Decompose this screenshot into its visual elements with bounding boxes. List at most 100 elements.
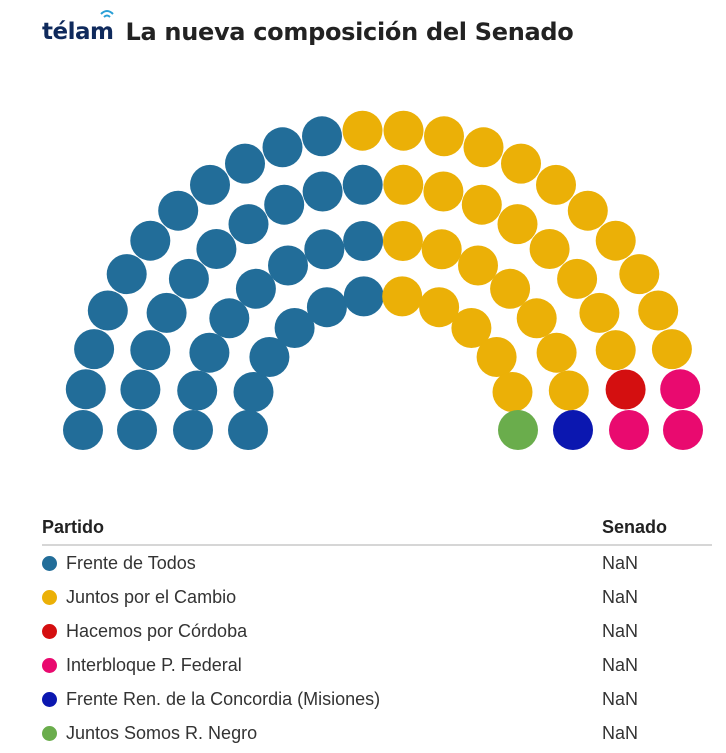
seat-value: NaN — [602, 688, 639, 709]
signal-icon — [100, 10, 115, 18]
seat-dot — [492, 372, 533, 412]
legend-table: Partido Senado Frente de Todos NaN Juntos … — [42, 510, 712, 750]
seat-dot — [383, 164, 424, 205]
seat-dot — [382, 221, 423, 261]
party-color-dot — [42, 657, 57, 673]
seat-dot — [463, 127, 504, 168]
seat-dot — [579, 292, 620, 333]
seat-dot — [235, 268, 276, 309]
table-row: Interbloque P. Federal NaN — [42, 648, 712, 682]
seat-dot — [130, 220, 171, 261]
party-color-dot — [42, 725, 57, 741]
seat-dot — [548, 370, 589, 411]
party-name: Frente de Todos — [66, 552, 196, 573]
seat-dot — [595, 330, 636, 371]
party-name: Hacemos por Córdoba — [66, 620, 248, 641]
table-row: Juntos por el Cambio NaN — [42, 580, 712, 614]
seat-dot — [638, 290, 679, 331]
seat-dot — [65, 369, 106, 410]
table-header: Partido Senado — [42, 510, 712, 546]
seat-dot — [74, 329, 115, 370]
seat-dot — [609, 410, 649, 450]
seat-dot — [173, 410, 213, 450]
seat-dot — [342, 164, 383, 205]
table-row: Frente de Todos NaN — [42, 546, 712, 580]
seat-dot — [63, 410, 103, 450]
seat-dot — [106, 254, 147, 295]
party-name: Juntos Somos R. Negro — [66, 722, 258, 743]
seat-dot — [421, 229, 462, 270]
seat-dot — [117, 410, 157, 450]
seat-dot — [196, 229, 237, 269]
seat-dot — [209, 298, 250, 339]
seat-dot — [343, 276, 384, 317]
table-row: Hacemos por Córdoba NaN — [42, 614, 712, 648]
seat-dot — [383, 110, 424, 151]
seat-dot — [228, 204, 269, 245]
seat-dot — [87, 290, 128, 331]
header: télam La nueva composición del Senado — [42, 10, 574, 52]
seat-dot — [498, 410, 538, 450]
party-color-dot — [42, 691, 57, 707]
seat-dot — [306, 287, 347, 328]
seat-dot — [663, 410, 703, 450]
seat-dot — [567, 190, 608, 231]
table-row: Frente Ren. de la Concordia (Misiones) Na… — [42, 682, 712, 716]
seat-dot — [423, 171, 464, 212]
seat-dot — [529, 229, 570, 269]
seat-dot — [619, 254, 660, 295]
party-name: Interbloque P. Federal — [66, 654, 242, 675]
party-color-dot — [42, 623, 57, 639]
seat-dot — [476, 337, 517, 377]
seat-dot — [264, 184, 305, 225]
party-name: Juntos por el Cambio — [66, 586, 237, 607]
seat-dot — [660, 369, 701, 410]
seat-dot — [302, 116, 342, 157]
seat-dot — [595, 220, 636, 261]
seat-dot — [424, 116, 464, 157]
seat-dot — [177, 370, 218, 411]
column-header-senado: Senado — [602, 516, 668, 537]
seat-dot — [228, 410, 268, 450]
seat-value: NaN — [602, 620, 639, 641]
seat-dot — [651, 329, 692, 370]
seat-dot — [130, 330, 171, 371]
logo-text: télam — [42, 19, 114, 45]
seat-dot — [516, 298, 557, 339]
seat-dot — [120, 369, 161, 410]
seat-dot — [490, 268, 531, 309]
seat-dot — [501, 143, 541, 184]
seat-dot — [605, 369, 646, 410]
seat-dot — [189, 332, 230, 373]
seat-dot — [536, 164, 576, 205]
chart-title: La nueva composición del Senado — [125, 18, 574, 46]
seat-dot — [419, 287, 460, 328]
table-body: Frente de Todos NaN Juntos por el Cambio Na… — [42, 546, 712, 750]
table-row: Juntos Somos R. Negro NaN — [42, 716, 712, 750]
seat-dot — [249, 337, 290, 377]
seat-value: NaN — [602, 654, 639, 675]
seat-value: NaN — [602, 552, 639, 573]
seat-dot — [451, 308, 492, 348]
seat-dot — [146, 292, 187, 333]
party-color-dot — [42, 555, 57, 571]
seat-dot — [557, 258, 598, 299]
telam-logo: télam — [42, 10, 115, 45]
seat-dot — [553, 410, 593, 450]
seat-dot — [536, 332, 577, 373]
party-color-dot — [42, 589, 57, 605]
seat-dot — [302, 171, 343, 212]
seat-value: NaN — [602, 722, 639, 743]
seat-dot — [190, 164, 230, 205]
seat-dot — [461, 184, 502, 225]
column-header-partido: Partido — [42, 516, 105, 537]
seat-dot — [233, 372, 274, 412]
seat-dot — [168, 258, 209, 299]
seat-dot — [262, 127, 303, 168]
party-name: Frente Ren. de la Concordia (Misiones) — [66, 688, 381, 709]
seat-dot — [497, 204, 538, 245]
seat-dot — [343, 221, 384, 261]
seat-dot — [158, 190, 199, 231]
seat-dot — [458, 245, 498, 286]
parliament-chart — [63, 110, 703, 450]
